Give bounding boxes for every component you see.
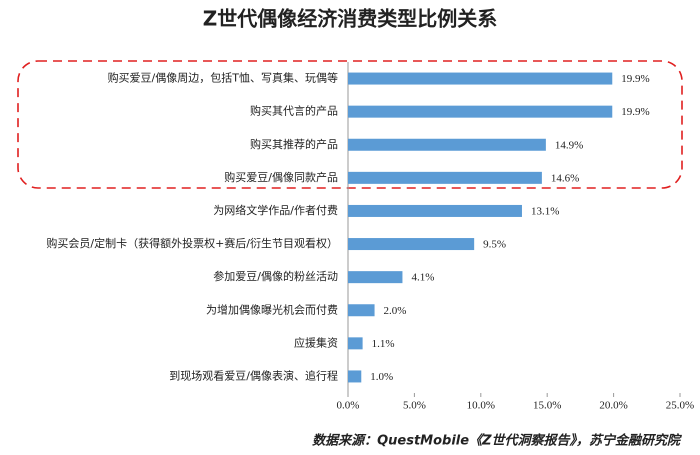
value-label: 13.1% xyxy=(531,205,559,217)
value-label: 19.9% xyxy=(621,106,649,118)
bar xyxy=(348,370,362,383)
y-tick-label: 购买会员/定制卡（获得额外投票权+赛后/衍生节目观看权） xyxy=(46,236,338,250)
x-tick-label: 15.0% xyxy=(533,400,561,412)
bar xyxy=(348,304,375,317)
bar xyxy=(348,138,546,151)
y-tick-label: 购买爱豆/偶像同款产品 xyxy=(224,170,338,184)
x-tick-label: 20.0% xyxy=(599,400,627,412)
bar xyxy=(348,238,475,251)
highlight-box xyxy=(17,60,683,189)
value-label: 19.9% xyxy=(621,73,649,85)
bar xyxy=(348,204,522,217)
value-label: 9.5% xyxy=(483,239,506,251)
y-tick-label: 为增加偶像曝光机会而付费 xyxy=(206,302,338,316)
bar xyxy=(348,171,542,184)
bar xyxy=(348,105,613,118)
x-tick-label: 25.0% xyxy=(666,400,694,412)
chart-title: Z世代偶像经济消费类型比例关系 xyxy=(203,7,498,31)
value-label: 14.6% xyxy=(551,172,579,184)
value-label: 4.1% xyxy=(411,272,434,284)
bar xyxy=(348,337,363,350)
y-tick-label: 为网络文学作品/作者付费 xyxy=(213,203,338,217)
value-label: 1.1% xyxy=(372,338,395,350)
bar xyxy=(348,271,403,284)
bar xyxy=(348,72,613,85)
value-label: 2.0% xyxy=(384,305,407,317)
y-tick-label: 应援集资 xyxy=(294,335,338,349)
x-tick-label: 10.0% xyxy=(467,400,495,412)
value-label: 1.0% xyxy=(370,371,393,383)
y-tick-label: 购买其代言的产品 xyxy=(250,104,338,118)
source-note: 数据来源：QuestMobile《Z世代洞察报告》，苏宁金融研究院 xyxy=(312,433,683,449)
y-tick-label: 到现场观看爱豆/偶像表演、追行程 xyxy=(169,368,338,382)
value-label: 14.9% xyxy=(555,139,583,151)
y-tick-label: 购买爱豆/偶像周边，包括T恤、写真集、玩偶等 xyxy=(108,71,338,85)
y-tick-label: 购买其推荐的产品 xyxy=(250,137,338,151)
x-tick-label: 0.0% xyxy=(337,400,360,412)
y-tick-label: 参加爱豆/偶像的粉丝活动 xyxy=(213,269,338,283)
x-tick-label: 5.0% xyxy=(403,400,426,412)
